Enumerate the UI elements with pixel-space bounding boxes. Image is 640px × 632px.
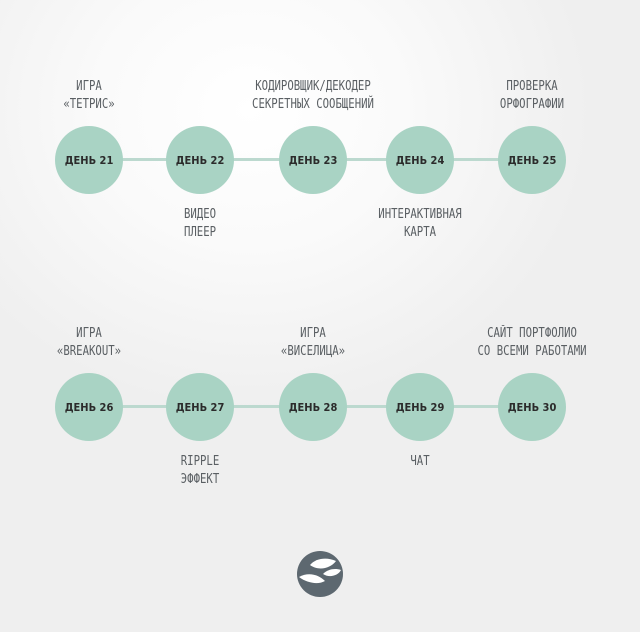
leaf-logo-icon [296,550,344,598]
day-label: ДЕНЬ 22 [175,153,225,167]
day-label: ДЕНЬ 27 [175,400,225,414]
day-node-26: ДЕНЬ 26 [55,373,123,441]
project-label-day-21: ИГРА «ТЕТРИС» [63,79,115,112]
day-node-24: ДЕНЬ 24 [386,126,454,194]
timeline-days-26-30: ИГРА «BREAKOUT» ДЕНЬ 26 RIPPLE ЭФФЕКТ ДЕ… [0,247,640,487]
day-node-21: ДЕНЬ 21 [55,126,123,194]
day-label: ДЕНЬ 25 [507,153,557,167]
project-label-day-22: ВИДЕО ПЛЕЕР [183,207,217,240]
day-node-30: ДЕНЬ 30 [498,373,566,441]
day-label: ДЕНЬ 28 [288,400,338,414]
project-label-day-27: RIPPLE ЭФФЕКТ [180,454,220,487]
day-node-22: ДЕНЬ 22 [166,126,234,194]
day-node-23: ДЕНЬ 23 [279,126,347,194]
timeline-days-21-25: ИГРА «ТЕТРИС» ДЕНЬ 21 ВИДЕО ПЛЕЕР ДЕНЬ 2… [0,0,640,240]
day-node-27: ДЕНЬ 27 [166,373,234,441]
project-label-day-23: КОДИРОВЩИК/ДЕКОДЕР СЕКРЕТНЫХ СООБЩЕНИЙ [252,79,374,112]
project-label-day-24: ИНТЕРАКТИВНАЯ КАРТА [378,207,462,240]
day-label: ДЕНЬ 26 [64,400,114,414]
day-label: ДЕНЬ 21 [64,153,114,167]
day-node-25: ДЕНЬ 25 [498,126,566,194]
day-label: ДЕНЬ 24 [395,153,445,167]
day-node-28: ДЕНЬ 28 [279,373,347,441]
project-label-day-25: ПРОВЕРКА ОРФОГРАФИИ [499,79,565,112]
project-label-day-28: ИГРА «ВИСЕЛИЦА» [280,326,346,359]
day-label: ДЕНЬ 29 [395,400,445,414]
project-label-day-29: ЧАТ [410,454,430,469]
day-label: ДЕНЬ 30 [507,400,557,414]
project-label-day-26: ИГРА «BREAKOUT» [56,326,122,359]
project-label-day-30: САЙТ ПОРТФОЛИО СО ВСЕМИ РАБОТАМИ [477,326,587,359]
day-label: ДЕНЬ 23 [288,153,338,167]
day-node-29: ДЕНЬ 29 [386,373,454,441]
